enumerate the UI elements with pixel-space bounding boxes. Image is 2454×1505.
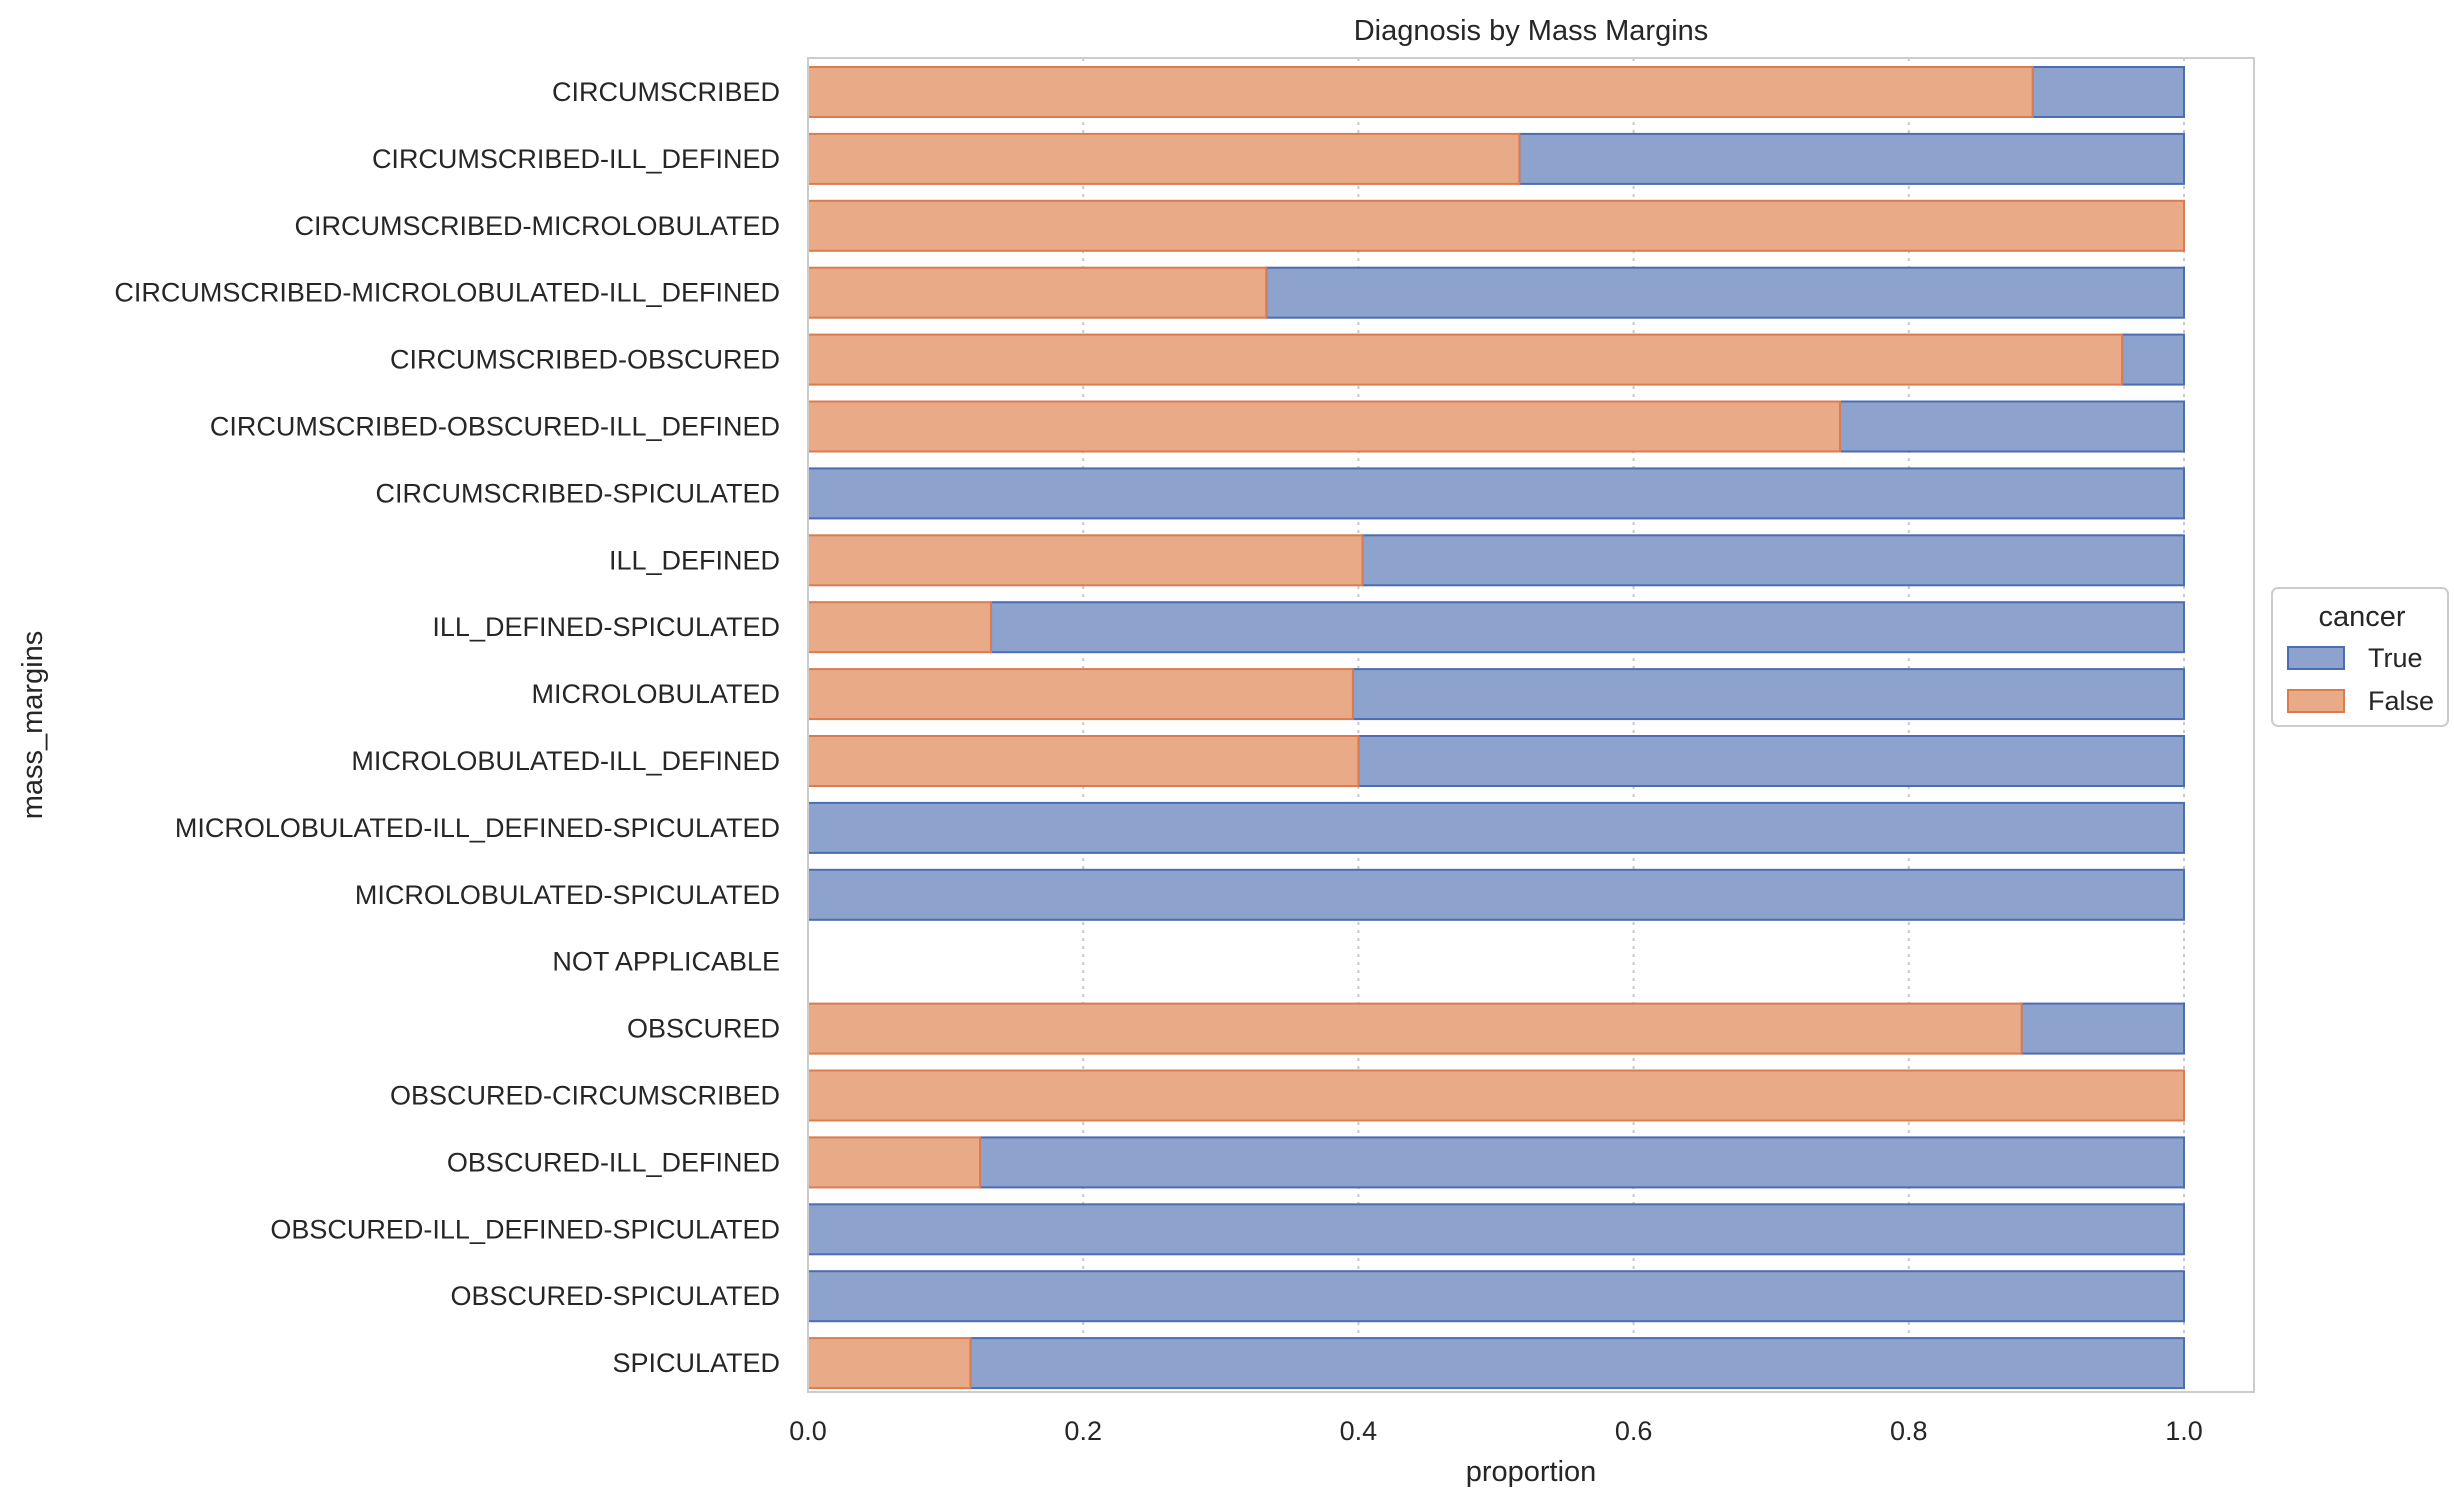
bar-false <box>807 1136 981 1189</box>
legend-label-true: True <box>2368 643 2423 673</box>
bar-false <box>807 199 2185 252</box>
legend-swatch-false <box>2287 689 2345 713</box>
bar-false <box>807 1069 2185 1122</box>
x-tick-label: 0.2 <box>1064 1416 1102 1446</box>
x-tick-label: 0.0 <box>789 1416 827 1446</box>
legend-title: cancer <box>2318 601 2405 633</box>
bars <box>807 66 2186 1390</box>
y-tick-label: CIRCUMSCRIBED-OBSCURED-ILL_DEFINED <box>210 412 780 442</box>
bar-false <box>807 668 1354 721</box>
x-tick-label: 0.4 <box>1340 1416 1378 1446</box>
y-tick-label: OBSCURED-ILL_DEFINED-SPICULATED <box>270 1214 780 1244</box>
bar-true <box>1839 400 2185 453</box>
bar-true <box>979 1136 2185 1189</box>
bar-false <box>807 400 1841 453</box>
y-tick-label: OBSCURED-CIRCUMSCRIBED <box>390 1081 780 1111</box>
legend-swatch-true <box>2287 646 2345 670</box>
y-tick-label: SPICULATED <box>612 1348 780 1378</box>
bar-true <box>1518 132 2185 185</box>
y-tick-label: ILL_DEFINED <box>609 545 780 575</box>
bar-false <box>807 534 1364 587</box>
y-tick-label: MICROLOBULATED-SPICULATED <box>355 880 780 910</box>
chart-title: Diagnosis by Mass Margins <box>1354 15 1709 47</box>
y-tick-label: MICROLOBULATED-ILL_DEFINED <box>351 746 780 776</box>
y-tick-label: CIRCUMSCRIBED-ILL_DEFINED <box>372 144 780 174</box>
bar-false <box>807 266 1268 319</box>
x-tick-labels: 0.0 0.2 0.4 0.6 0.8 1.0 <box>789 1416 2203 1446</box>
x-tick-label: 1.0 <box>2165 1416 2203 1446</box>
x-tick-label: 0.8 <box>1890 1416 1928 1446</box>
bar-false <box>807 1337 972 1390</box>
bar-true <box>969 1337 2185 1390</box>
bar-true <box>990 601 2185 654</box>
y-tick-labels: CIRCUMSCRIBED CIRCUMSCRIBED-ILL_DEFINED CI… <box>114 77 780 1378</box>
y-tick-label: ILL_DEFINED-SPICULATED <box>432 612 780 642</box>
bar-true <box>807 1203 2185 1256</box>
bar-false <box>807 333 2124 386</box>
bar-true <box>1357 735 2185 787</box>
x-axis-title: proportion <box>1466 1456 1597 1488</box>
x-tick-label: 0.6 <box>1615 1416 1653 1446</box>
y-tick-label: CIRCUMSCRIBED-OBSCURED <box>390 345 780 375</box>
y-tick-label: MICROLOBULATED-ILL_DEFINED-SPICULATED <box>175 813 780 843</box>
bar-true <box>1361 534 2185 587</box>
bar-true <box>2031 66 2186 118</box>
y-tick-label: OBSCURED-SPICULATED <box>450 1281 780 1311</box>
bar-false <box>807 735 1360 787</box>
y-tick-label: CIRCUMSCRIBED-MICROLOBULATED <box>294 211 780 241</box>
bar-true <box>807 467 2185 520</box>
bar-true <box>1351 668 2185 721</box>
bar-true <box>807 801 2185 854</box>
bar-true <box>807 1270 2185 1323</box>
bar-false <box>807 601 993 654</box>
bar-true <box>1265 266 2185 319</box>
bar-false <box>807 66 2034 118</box>
bar-true <box>807 868 2185 921</box>
bar-false <box>807 132 1521 185</box>
y-tick-label: NOT APPLICABLE <box>552 947 780 977</box>
y-tick-label: CIRCUMSCRIBED-MICROLOBULATED-ILL_DEFINED <box>114 278 780 308</box>
y-tick-label: OBSCURED-ILL_DEFINED <box>447 1147 780 1177</box>
y-tick-label: MICROLOBULATED <box>531 679 780 709</box>
y-tick-label: OBSCURED <box>627 1014 780 1044</box>
y-axis-title: mass_margins <box>17 631 49 820</box>
legend: cancer True False <box>2271 587 2449 727</box>
plot-frame <box>807 57 2255 1393</box>
legend-label-false: False <box>2368 686 2434 716</box>
y-tick-label: CIRCUMSCRIBED <box>552 77 780 107</box>
y-tick-label: CIRCUMSCRIBED-SPICULATED <box>375 478 780 508</box>
bar-false <box>807 1002 2023 1055</box>
bar-true <box>2020 1002 2185 1055</box>
bar-true <box>2121 333 2186 386</box>
